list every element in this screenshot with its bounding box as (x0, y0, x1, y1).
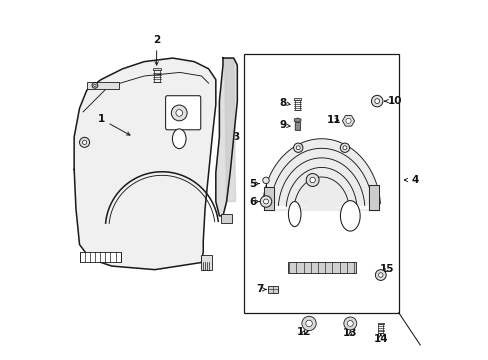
Polygon shape (262, 139, 380, 211)
Bar (153, 70, 160, 82)
Bar (294, 122, 300, 130)
FancyBboxPatch shape (165, 96, 201, 130)
Circle shape (345, 118, 350, 123)
Circle shape (340, 143, 349, 152)
Text: 8: 8 (279, 98, 289, 108)
Circle shape (305, 320, 312, 327)
Text: 6: 6 (249, 197, 259, 207)
Circle shape (260, 196, 271, 207)
Bar (294, 100, 300, 110)
Circle shape (80, 137, 89, 147)
Text: 11: 11 (326, 115, 341, 125)
Circle shape (176, 110, 182, 116)
Polygon shape (342, 116, 354, 126)
Text: 2: 2 (153, 35, 160, 65)
Circle shape (293, 143, 303, 152)
Circle shape (346, 320, 352, 327)
Text: 7: 7 (255, 284, 265, 294)
Bar (268, 286, 277, 293)
Circle shape (371, 95, 382, 107)
Text: 14: 14 (373, 333, 387, 343)
Bar (221, 214, 231, 223)
Bar (244, 54, 398, 313)
Text: 4: 4 (404, 175, 418, 185)
Bar (378, 324, 383, 333)
Polygon shape (368, 185, 378, 211)
Bar (86, 82, 119, 89)
Circle shape (301, 316, 316, 330)
Text: 15: 15 (379, 264, 394, 274)
Text: 9: 9 (279, 121, 289, 130)
Text: 10: 10 (384, 96, 402, 106)
Bar (377, 323, 383, 324)
Bar (201, 255, 212, 270)
Polygon shape (74, 58, 215, 270)
Circle shape (309, 177, 315, 183)
Circle shape (342, 146, 346, 150)
Text: 1: 1 (97, 114, 130, 135)
Polygon shape (224, 58, 235, 202)
Ellipse shape (172, 129, 185, 149)
Circle shape (82, 140, 86, 144)
Circle shape (378, 273, 382, 277)
Polygon shape (264, 187, 274, 211)
Circle shape (296, 146, 300, 150)
Bar (152, 68, 161, 70)
Circle shape (305, 174, 319, 186)
Circle shape (374, 99, 379, 104)
Bar (80, 252, 121, 262)
Polygon shape (215, 58, 237, 216)
Ellipse shape (340, 201, 360, 231)
Circle shape (262, 177, 269, 184)
Circle shape (263, 199, 268, 204)
Circle shape (375, 270, 386, 280)
Text: 13: 13 (343, 328, 357, 338)
Polygon shape (294, 118, 301, 122)
Circle shape (171, 105, 187, 121)
Bar (293, 98, 301, 100)
Ellipse shape (288, 202, 301, 226)
Circle shape (343, 317, 356, 330)
Circle shape (94, 84, 96, 86)
Text: 12: 12 (296, 327, 310, 337)
Bar (287, 262, 355, 273)
Text: 3: 3 (228, 132, 239, 142)
Text: 5: 5 (249, 179, 259, 189)
Circle shape (92, 82, 98, 88)
